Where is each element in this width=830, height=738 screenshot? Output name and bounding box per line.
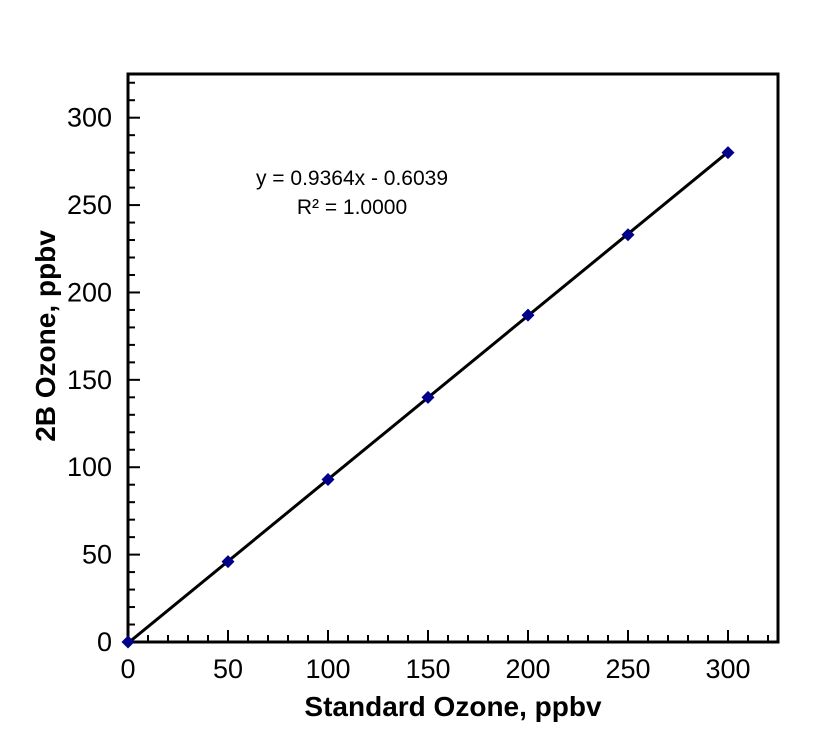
data-point-marker <box>421 390 435 404</box>
x-axis-title: Standard Ozone, ppbv <box>304 691 602 722</box>
trendline-annotation: y = 0.9364x - 0.6039 R² = 1.0000 <box>256 164 448 222</box>
x-tick-label: 50 <box>213 654 243 684</box>
y-tick-label: 200 <box>67 277 112 307</box>
y-axis-title: 2B Ozone, ppbv <box>30 230 61 442</box>
y-tick-label: 300 <box>67 103 112 133</box>
y-tick-label: 50 <box>82 540 112 570</box>
x-tick-label: 300 <box>705 654 750 684</box>
x-tick-label: 250 <box>605 654 650 684</box>
x-tick-label: 100 <box>305 654 350 684</box>
x-tick-label: 200 <box>505 654 550 684</box>
trendline-r-squared: R² = 1.0000 <box>296 196 408 219</box>
data-point-marker <box>221 555 235 569</box>
data-point-marker <box>721 146 735 160</box>
plot-border <box>126 72 780 644</box>
data-point-marker <box>121 635 135 649</box>
trendline-equation: y = 0.9364x - 0.6039 <box>255 167 449 190</box>
data-point-marker <box>521 308 535 322</box>
data-point-marker <box>621 228 635 242</box>
y-tick-label: 100 <box>67 452 112 482</box>
y-tick-label: 150 <box>67 365 112 395</box>
y-tick-label: 0 <box>97 627 112 657</box>
x-tick-label: 0 <box>120 654 135 684</box>
x-tick-label: 150 <box>405 654 450 684</box>
y-tick-label: 250 <box>67 190 112 220</box>
data-point-marker <box>321 472 335 486</box>
